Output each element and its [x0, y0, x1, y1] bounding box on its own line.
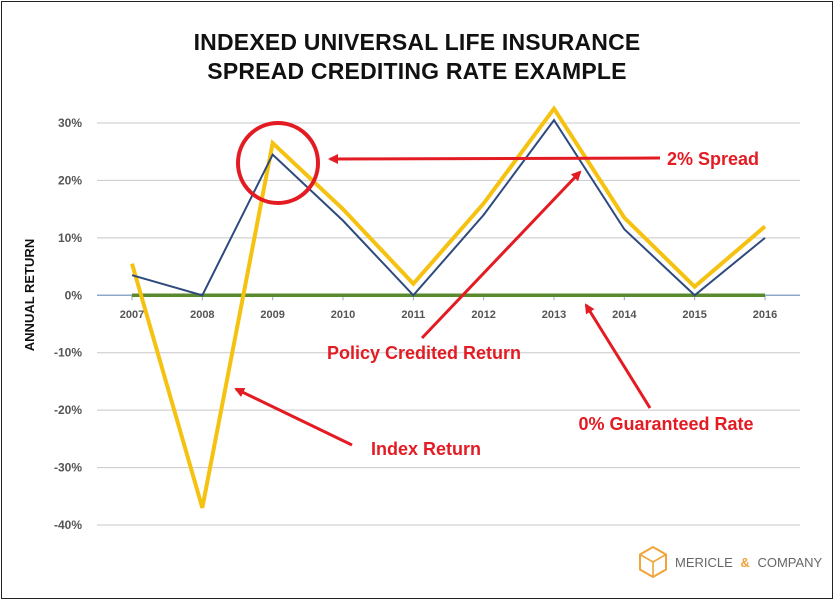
y-tick-label: -30%	[54, 461, 82, 475]
y-axis-label: ANNUAL RETURN	[22, 239, 37, 351]
series-lines	[130, 105, 767, 509]
y-tick-label: 30%	[58, 116, 82, 130]
x-tick-label: 2010	[331, 309, 355, 321]
logo-name-left: MERICLE	[675, 555, 733, 570]
x-tick-label: 2007	[120, 309, 144, 321]
x-tick-label: 2008	[190, 309, 214, 321]
y-tick-label: -10%	[54, 346, 82, 360]
y-tick-label: 20%	[58, 173, 82, 187]
logo-name-right: COMPANY	[757, 555, 822, 570]
spread-arrow	[328, 153, 661, 164]
y-tick-label: 10%	[58, 231, 82, 245]
x-tick-label: 2012	[471, 309, 495, 321]
series-line-policy-credited-return	[131, 118, 766, 297]
x-axis-ticks: 2007 2008 2009 2010 2011 2012 2013 2014 2015 2016	[120, 295, 777, 321]
y-tick-label: -20%	[54, 403, 82, 417]
x-tick-label: 2014	[612, 309, 637, 321]
x-tick-label: 2015	[682, 309, 706, 321]
y-tick-label: -40%	[54, 518, 82, 532]
annotation-guaranteed-rate: 0% Guaranteed Rate	[578, 414, 753, 434]
y-axis-ticks: 30% 20% 10% 0% -10% -20% -30% -40%	[54, 116, 82, 532]
spread-highlight-circle	[236, 121, 320, 205]
cube-icon	[639, 545, 667, 579]
annotation-spread: 2% Spread	[667, 149, 759, 169]
index-return-arrow	[234, 387, 353, 447]
x-tick-label: 2009	[260, 309, 284, 321]
logo-wordmark: MERICLE & COMPANY	[675, 555, 823, 570]
company-logo: MERICLE & COMPANY	[639, 545, 823, 579]
policy-credited-arrow	[420, 170, 582, 340]
logo-ampersand: &	[740, 555, 749, 570]
x-tick-label: 2011	[401, 309, 425, 321]
y-tick-label: 0%	[65, 288, 83, 302]
chart-title-line-1: INDEXED UNIVERSAL LIFE INSURANCE	[194, 29, 641, 55]
chart-title-line-2: SPREAD CREDITING RATE EXAMPLE	[207, 58, 626, 84]
annotation-index-return: Index Return	[371, 439, 481, 459]
x-tick-label: 2013	[542, 309, 566, 321]
x-tick-label: 2016	[753, 309, 777, 321]
guaranteed-rate-arrow	[584, 303, 652, 409]
series-line-index-return	[130, 105, 767, 509]
gridlines	[97, 122, 800, 526]
annotation-policy-credited: Policy Credited Return	[327, 343, 521, 363]
